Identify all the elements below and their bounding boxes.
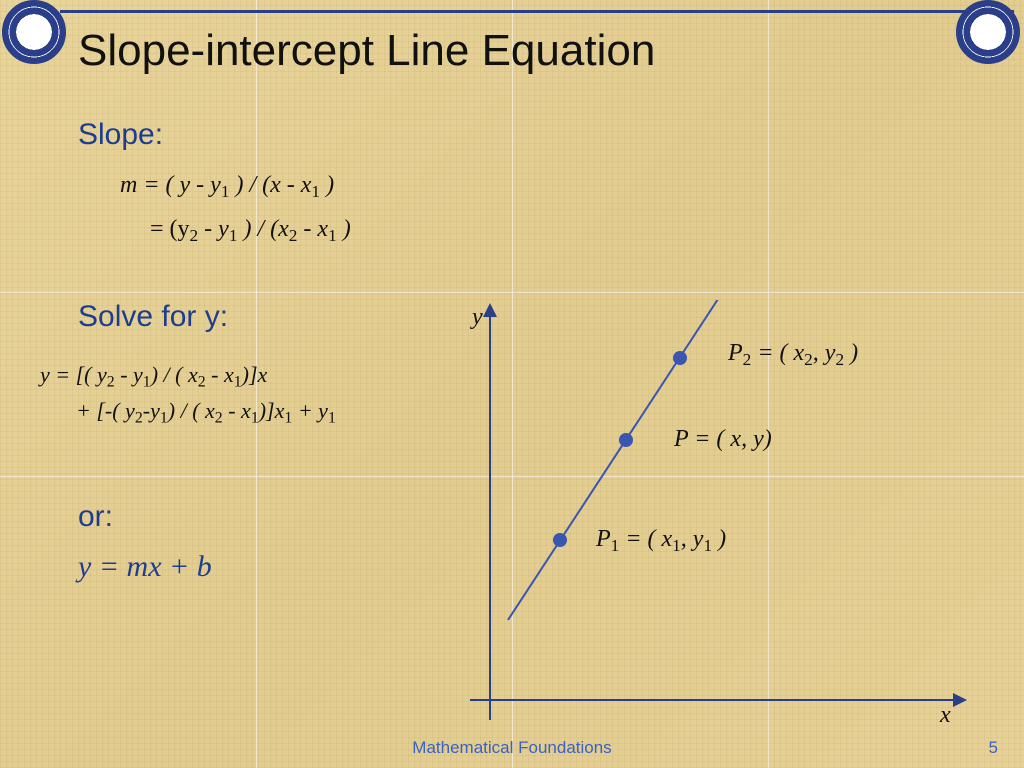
label-p: P = ( x, y) [674, 426, 772, 453]
eq-y-line1: y = [( y2 - y1) / ( x2 - x1)]x [40, 362, 267, 391]
eq-y-line2: + [-( y2-y1) / ( x2 - x1)]x1 + y1 [76, 398, 336, 427]
heading-solve: Solve for y: [78, 300, 228, 334]
footer-title: Mathematical Foundations [0, 738, 1024, 758]
point-p1 [553, 533, 567, 547]
slope-line [508, 300, 720, 620]
university-seal-right [956, 0, 1020, 64]
line-diagram: y x P2 = ( x2, y2 ) P = ( x, y) P1 = ( x… [440, 300, 1000, 740]
label-p1: P1 = ( x1, y1 ) [596, 526, 726, 556]
point-p [619, 433, 633, 447]
footer-page: 5 [989, 738, 998, 758]
eq-slope-line2: = (y2 - y1 ) / (x2 - x1 ) [150, 216, 351, 246]
x-axis-label: x [940, 702, 951, 729]
diagram-svg [440, 300, 1000, 740]
label-p2: P2 = ( x2, y2 ) [728, 340, 858, 370]
y-axis-label: y [472, 304, 483, 331]
heading-or: or: [78, 500, 113, 534]
top-rule [60, 10, 1014, 14]
eq-final: y = mx + b [78, 550, 212, 584]
eq-slope-line1: m = ( y - y1 ) / (x - x1 ) [120, 172, 334, 202]
point-p2 [673, 351, 687, 365]
slide-title: Slope-intercept Line Equation [78, 26, 655, 76]
university-seal-left [2, 0, 66, 64]
heading-slope: Slope: [78, 118, 163, 152]
